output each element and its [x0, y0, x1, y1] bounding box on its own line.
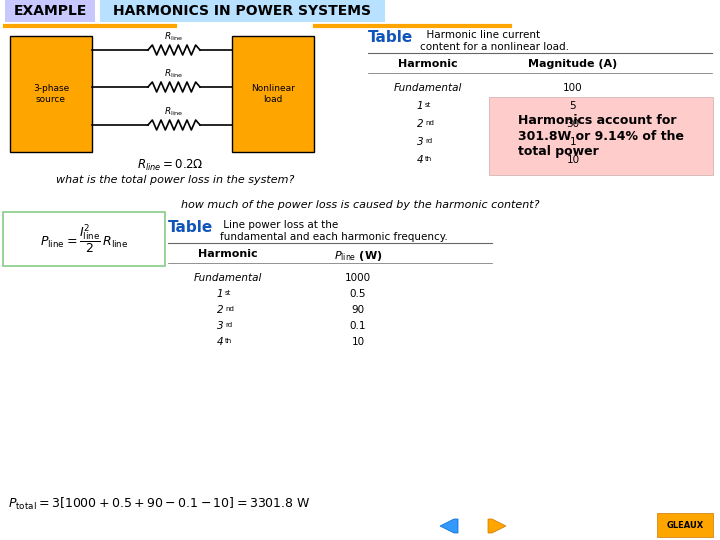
Text: Harmonic: Harmonic [198, 249, 258, 259]
Text: Table: Table [168, 220, 213, 235]
Text: 5: 5 [570, 101, 576, 111]
Text: 2: 2 [417, 119, 423, 129]
FancyBboxPatch shape [5, 0, 95, 22]
Text: $P_{\rm line}$ (W): $P_{\rm line}$ (W) [334, 249, 382, 263]
FancyBboxPatch shape [657, 513, 713, 537]
Text: Fundamental: Fundamental [194, 273, 262, 283]
Text: $P_{\rm total} = 3[1000 + 0.5 + 90 - 0.1 - 10] = 3301.8\ \rm W$: $P_{\rm total} = 3[1000 + 0.5 + 90 - 0.1… [8, 496, 310, 512]
Text: 3: 3 [217, 321, 223, 331]
FancyArrow shape [440, 519, 458, 533]
Text: st: st [225, 290, 231, 296]
FancyBboxPatch shape [489, 97, 713, 175]
Text: Line power loss at the
fundamental and each harmonic frequency.: Line power loss at the fundamental and e… [220, 220, 448, 241]
Text: 30: 30 [567, 119, 580, 129]
Text: 90: 90 [351, 305, 364, 315]
Text: th: th [225, 338, 233, 344]
Text: 4: 4 [417, 155, 423, 165]
Text: 100: 100 [563, 83, 582, 93]
Text: 10: 10 [567, 155, 580, 165]
Text: nd: nd [225, 306, 234, 312]
Text: 0.5: 0.5 [350, 289, 366, 299]
Text: rd: rd [425, 138, 432, 144]
Text: $R_{\rm line}$: $R_{\rm line}$ [164, 68, 184, 80]
Text: Table: Table [368, 30, 413, 45]
Text: $\mathit{R_{line}} = 0.2\Omega$: $\mathit{R_{line}} = 0.2\Omega$ [137, 158, 203, 173]
Text: Harmonic: Harmonic [398, 59, 458, 69]
Text: EXAMPLE: EXAMPLE [13, 4, 86, 18]
Text: Harmonic line current
content for a nonlinear load.: Harmonic line current content for a nonl… [420, 30, 569, 52]
FancyBboxPatch shape [3, 212, 165, 266]
Text: 4: 4 [217, 337, 223, 347]
Text: nd: nd [425, 120, 434, 126]
Text: $R_{\rm line}$: $R_{\rm line}$ [164, 30, 184, 43]
Text: $R_{\rm line}$: $R_{\rm line}$ [164, 105, 184, 118]
Text: th: th [425, 156, 432, 162]
Text: 3: 3 [417, 137, 423, 147]
Text: 3-phase
source: 3-phase source [33, 84, 69, 104]
Text: HARMONICS IN POWER SYSTEMS: HARMONICS IN POWER SYSTEMS [113, 4, 371, 18]
Text: how much of the power loss is caused by the harmonic content?: how much of the power loss is caused by … [181, 200, 539, 210]
Bar [10, 36, 92, 152]
FancyBboxPatch shape [100, 0, 385, 22]
Text: 2: 2 [217, 305, 223, 315]
Text: 10: 10 [351, 337, 364, 347]
Text: 1000: 1000 [345, 273, 371, 283]
Text: 1: 1 [417, 101, 423, 111]
Text: 0.1: 0.1 [350, 321, 366, 331]
Text: 1: 1 [217, 289, 223, 299]
Text: GLEAUX: GLEAUX [667, 521, 703, 530]
FancyArrow shape [488, 519, 506, 533]
Text: rd: rd [225, 322, 232, 328]
Text: Fundamental: Fundamental [394, 83, 462, 93]
Text: Magnitude (A): Magnitude (A) [528, 59, 618, 69]
Text: st: st [425, 102, 431, 108]
Bar [232, 36, 314, 152]
Text: $P_{\rm line} = \dfrac{I^2_{\rm line}}{2}\, R_{\rm line}$: $P_{\rm line} = \dfrac{I^2_{\rm line}}{2… [40, 222, 128, 255]
Text: Harmonics account for
301.8W or 9.14% of the
total power: Harmonics account for 301.8W or 9.14% of… [518, 114, 684, 158]
Text: what is the total power loss in the system?: what is the total power loss in the syst… [56, 175, 294, 185]
Text: 1: 1 [570, 137, 576, 147]
Text: Nonlinear
load: Nonlinear load [251, 84, 295, 104]
